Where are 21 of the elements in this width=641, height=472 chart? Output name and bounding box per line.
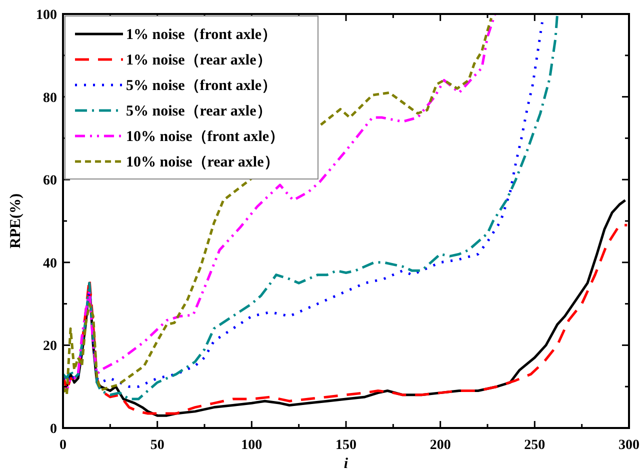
legend-label: 1% noise（rear axle） [126,52,272,68]
legend-label: 5% noise（rear axle） [126,104,272,120]
y-axis-title: RPE(%) [8,194,24,248]
y-tick-label: 80 [43,90,57,106]
y-tick-label: 60 [43,174,57,189]
y-tick-label: 100 [36,8,57,23]
legend-label: 10% noise（rear axle） [126,154,279,170]
y-tick-label: 20 [43,339,57,354]
x-tick-label: 100 [241,438,262,453]
x-tick-label: 250 [524,438,546,453]
legend-label: 10% noise（front axle） [126,129,284,145]
y-tick-label: 0 [50,422,57,437]
x-tick-label: 150 [336,438,356,453]
legend-label: 1% noise（front axle） [126,27,277,43]
x-tick-label: 200 [430,438,451,453]
x-tick-label: 0 [60,438,66,453]
legend-label: 5% noise（front axle） [126,78,277,94]
x-axis-title: i [344,456,349,472]
x-tick-label: 50 [150,438,164,453]
y-tick-label: 40 [43,256,57,272]
x-tick-label: 300 [618,438,640,453]
